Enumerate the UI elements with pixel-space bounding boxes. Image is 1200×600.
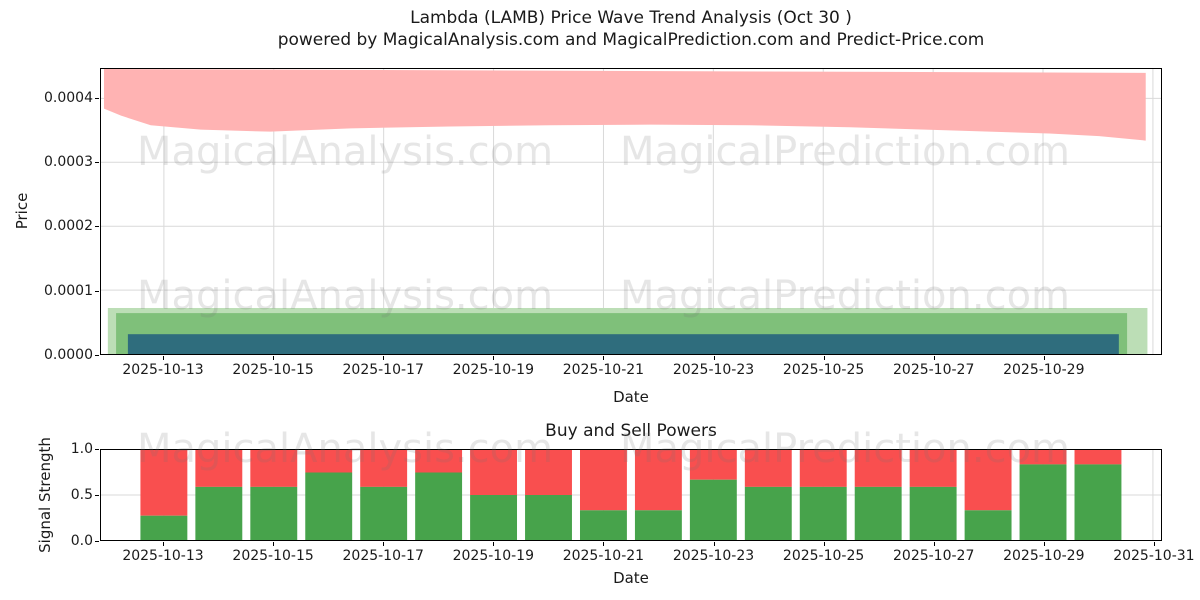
price-x-axis-label: Date	[613, 388, 649, 406]
power-y-tick-label: 0.0	[70, 533, 93, 549]
price-x-tick-mark	[163, 356, 164, 360]
price-y-tick-mark	[95, 226, 99, 228]
power-x-tick-label: 2025-10-21	[562, 548, 645, 564]
price-x-tick-mark	[933, 356, 935, 360]
power-x-axis-label: Date	[613, 569, 649, 587]
power-y-tick-label: 0.5	[70, 487, 93, 503]
price-x-tick-label: 2025-10-21	[562, 362, 645, 378]
price-y-tick-label: 0.0003	[44, 153, 93, 170]
figure-title: Lambda (LAMB) Price Wave Trend Analysis …	[410, 8, 852, 28]
price-y-tick-label: 0.0000	[44, 347, 93, 363]
power-x-tick-label: 2025-10-31	[1113, 548, 1195, 564]
power-y-tick-label: 1.0	[70, 441, 93, 457]
price-x-tick-mark	[493, 356, 495, 360]
power-x-tick-mark	[1153, 542, 1155, 546]
price-x-tick-label: 2025-10-23	[672, 362, 755, 378]
price-y-tick-mark	[95, 290, 99, 292]
power-x-tick-mark	[383, 542, 385, 546]
power-x-tick-label: 2025-10-27	[893, 548, 975, 564]
price-y-tick-label: 0.0004	[44, 89, 93, 106]
power-x-tick-mark	[1043, 542, 1045, 546]
power-x-tick-mark	[713, 542, 715, 546]
price-x-tick-label: 2025-10-29	[1003, 362, 1085, 378]
power-x-tick-mark	[273, 542, 275, 546]
power-x-tick-mark	[163, 542, 164, 546]
power-y-tick-mark	[95, 449, 99, 450]
price-x-tick-mark	[603, 356, 605, 360]
price-x-tick-mark	[1043, 356, 1045, 360]
price-y-tick-mark	[95, 97, 99, 99]
power-x-tick-mark	[933, 542, 935, 546]
figure-subtitle: powered by MagicalAnalysis.com and Magic…	[277, 30, 985, 50]
price-x-tick-mark	[273, 356, 275, 360]
power-chart-canvas	[101, 450, 1161, 540]
price-x-tick-mark	[713, 356, 715, 360]
power-x-tick-mark	[603, 542, 605, 546]
power-x-tick-label: 2025-10-17	[342, 548, 424, 564]
price-x-tick-label: 2025-10-19	[452, 362, 534, 378]
power-y-tick-mark	[95, 541, 99, 542]
price-chart-plot-area	[100, 68, 1162, 355]
power-x-tick-label: 2025-10-13	[122, 548, 204, 564]
price-x-tick-label: 2025-10-27	[893, 362, 975, 378]
price-x-tick-label: 2025-10-15	[232, 362, 314, 378]
power-chart-title: Buy and Sell Powers	[545, 421, 717, 441]
price-y-tick-mark	[95, 355, 99, 356]
power-chart-plot-area	[100, 449, 1162, 541]
price-y-tick-label: 0.0001	[44, 282, 93, 299]
price-x-tick-mark	[383, 356, 385, 360]
price-y-tick-label: 0.0002	[44, 218, 93, 235]
price-y-tick-mark	[95, 161, 99, 163]
power-x-tick-mark	[493, 542, 495, 546]
price-chart-canvas	[101, 69, 1161, 354]
power-x-tick-label: 2025-10-29	[1003, 548, 1085, 564]
power-x-tick-label: 2025-10-15	[232, 548, 314, 564]
price-x-tick-label: 2025-10-13	[122, 362, 204, 378]
price-x-tick-mark	[823, 356, 825, 360]
power-x-tick-label: 2025-10-23	[672, 548, 755, 564]
power-x-tick-label: 2025-10-19	[452, 548, 534, 564]
price-x-tick-label: 2025-10-17	[342, 362, 424, 378]
power-x-tick-mark	[823, 542, 825, 546]
power-x-tick-label: 2025-10-25	[782, 548, 865, 564]
power-y-tick-mark	[95, 495, 99, 496]
price-x-tick-label: 2025-10-25	[782, 362, 865, 378]
